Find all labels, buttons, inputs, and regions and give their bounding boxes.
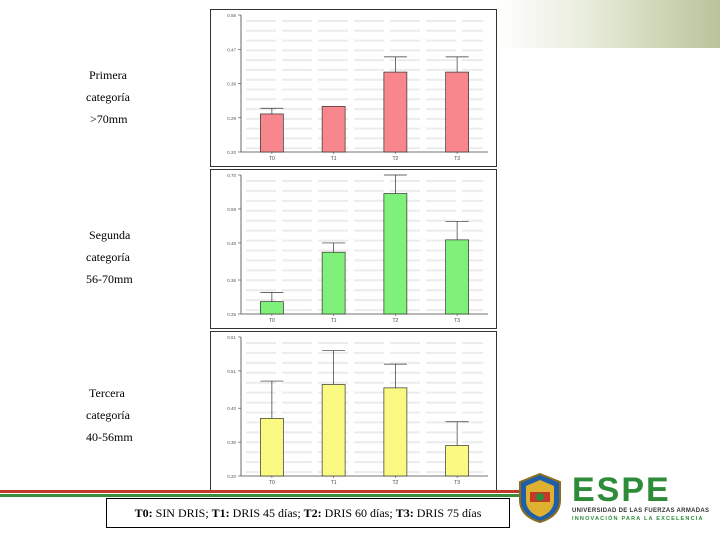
x-tick-label-t1: T1 (331, 318, 337, 324)
header-gradient-band (496, 0, 720, 48)
bar-t3 (445, 239, 469, 315)
legend-t1-text: DRIS 45 días; (229, 505, 304, 520)
category-label-1: Primera categoría >70mm (86, 64, 196, 130)
y-tick-label: 0.70 (227, 173, 236, 178)
bar-chart-2: 0.25 0.36 0.48 0.59 0.70 T0 T1 T2 T3 (227, 173, 488, 324)
bar-t3 (445, 445, 469, 477)
y-tick-label: 0.59 (227, 207, 236, 212)
espe-logo: ESPE UNIVERSIDAD DE LAS FUERZAS ARMADAS … (516, 470, 716, 530)
y-tick-label: 0.47 (227, 47, 236, 52)
category-1-line-1: Primera (89, 68, 127, 82)
category-1-line-2: categoría (86, 90, 130, 104)
legend-t1-code: T1: (211, 505, 230, 520)
treatment-legend: T0: SIN DRIS; T1: DRIS 45 días; T2: DRIS… (106, 498, 510, 528)
x-tick-label-t0: T0 (269, 318, 275, 324)
y-tick-label: 0.40 (227, 406, 236, 411)
category-label-2: Segunda categoría 56-70mm (86, 224, 196, 290)
x-tick-label-t0: T0 (269, 156, 275, 162)
bar-chart-3: 0.20 0.30 0.40 0.51 0.61 T0 T1 T2 T3 (227, 335, 488, 486)
y-tick-label: 0.25 (227, 312, 236, 317)
logo-wordmark: ESPE (572, 471, 671, 509)
bar-chart-1: 0.20 0.29 0.38 0.47 0.56 T0 T1 T2 T3 (227, 13, 488, 162)
y-tick-label: 0.38 (227, 82, 236, 87)
x-tick-label-t1: T1 (331, 156, 337, 162)
legend-t0-code: T0: (134, 505, 153, 520)
x-tick-label-t1: T1 (331, 480, 337, 486)
chart-panel-1: 0.20 0.29 0.38 0.47 0.56 T0 T1 T2 T3 (210, 9, 497, 167)
y-tick-label: 0.48 (227, 241, 236, 246)
red-divider (0, 490, 520, 493)
category-2-line-1: Segunda (89, 228, 131, 242)
category-3-line-1: Tercera (89, 386, 125, 400)
legend-t2-text: DRIS 60 días; (321, 505, 396, 520)
x-tick-label-t3: T3 (454, 480, 460, 486)
bar-t0 (260, 113, 284, 153)
bar-t1 (321, 105, 346, 153)
x-tick-label-t3: T3 (454, 318, 460, 324)
chart-panel-3: 0.20 0.30 0.40 0.51 0.61 T0 T1 T2 T3 (210, 331, 497, 491)
category-3-line-2: categoría (86, 408, 130, 422)
x-tick-label-t2: T2 (392, 318, 398, 324)
y-tick-label: 0.61 (227, 335, 236, 340)
category-2-line-3: 56-70mm (86, 272, 133, 286)
bar-t0 (260, 301, 284, 315)
legend-t3-code: T3: (395, 505, 414, 520)
logo-tagline: INNOVACIÓN PARA LA EXCELENCIA (572, 516, 704, 522)
y-tick-label: 0.20 (227, 474, 236, 479)
legend-t0-text: SIN DRIS; (152, 505, 212, 520)
category-label-3: Tercera categoría 40-56mm (86, 382, 196, 448)
x-tick-label-t3: T3 (454, 156, 460, 162)
y-tick-label: 0.36 (227, 278, 236, 283)
category-1-line-3: >70mm (90, 112, 128, 126)
bar-t2 (383, 71, 408, 153)
bar-t2 (383, 193, 408, 315)
bar-t2 (383, 387, 408, 477)
y-tick-label: 0.20 (227, 150, 236, 155)
legend-t2-code: T2: (303, 505, 322, 520)
university-crest-icon (519, 472, 561, 524)
bar-t3 (445, 71, 469, 153)
bar-t0 (260, 418, 284, 477)
logo-university-name: UNIVERSIDAD DE LAS FUERZAS ARMADAS (572, 508, 710, 514)
x-tick-label-t0: T0 (269, 480, 275, 486)
x-tick-label-t2: T2 (392, 480, 398, 486)
y-tick-label: 0.30 (227, 440, 236, 445)
legend-t3-text: DRIS 75 días (413, 505, 482, 520)
y-tick-label: 0.29 (227, 116, 236, 121)
chart-panel-2: 0.25 0.36 0.48 0.59 0.70 T0 T1 T2 T3 (210, 169, 497, 329)
category-2-line-2: categoría (86, 250, 130, 264)
category-3-line-3: 40-56mm (86, 430, 133, 444)
y-tick-label: 0.51 (227, 369, 236, 374)
green-divider (0, 494, 520, 497)
bar-t1 (321, 251, 346, 315)
y-tick-label: 0.56 (227, 13, 236, 18)
bar-t1 (321, 384, 346, 477)
bottom-divider-lines (0, 490, 520, 497)
x-tick-label-t2: T2 (392, 156, 398, 162)
